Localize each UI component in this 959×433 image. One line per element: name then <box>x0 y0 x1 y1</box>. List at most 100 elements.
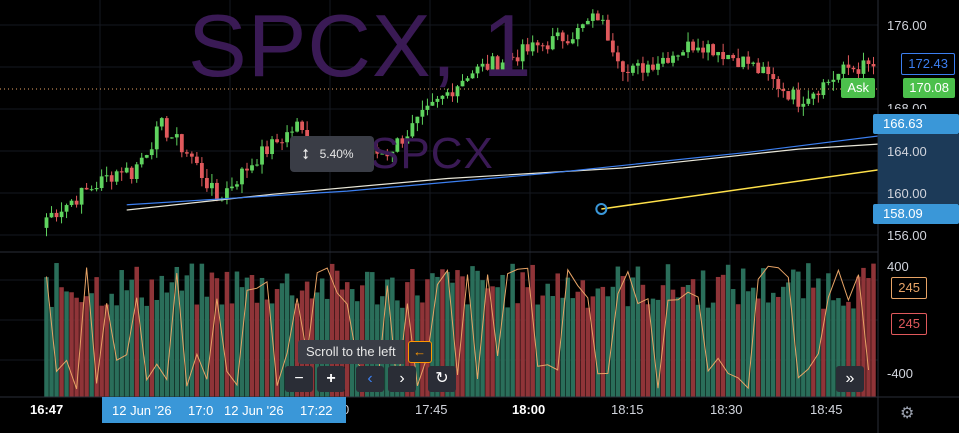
candle-up <box>530 42 535 52</box>
range-start-date: 12 Jun '26 <box>112 403 172 418</box>
volume-bar-up <box>560 297 566 397</box>
candle-up <box>706 44 711 53</box>
candle-down <box>54 212 59 218</box>
candle-down <box>701 47 705 53</box>
volume-bar-down <box>294 303 300 397</box>
volume-bar-down <box>74 297 79 397</box>
candle-up <box>671 55 675 63</box>
candle-down <box>515 57 520 62</box>
candle-down <box>204 177 209 189</box>
volume-bar-down <box>590 296 596 397</box>
volume-bar-up <box>475 270 480 397</box>
candle-up <box>430 101 435 106</box>
volume-bar-down <box>856 276 861 397</box>
volume-bar-up <box>730 289 736 397</box>
volume-bar-up <box>269 303 275 397</box>
volume-bar-up <box>605 296 611 397</box>
candle-up <box>761 66 766 74</box>
candle-down <box>525 44 530 52</box>
volume-bar-up <box>836 298 841 397</box>
candle-up <box>139 157 144 165</box>
volume-bar-up <box>385 279 390 397</box>
candle-down <box>300 121 305 130</box>
volume-bar-up <box>781 286 786 397</box>
volume-bar-down <box>104 304 109 397</box>
volume-bar-down <box>735 304 741 397</box>
volume-bar-up <box>184 275 190 397</box>
volume-bar-down <box>861 267 866 397</box>
candle-up <box>550 36 555 50</box>
candle-up <box>255 164 259 166</box>
ask-price-badge: 170.08 <box>903 78 955 98</box>
candle-up <box>59 211 64 218</box>
volume-bar-down <box>846 301 851 397</box>
volume-bar-down <box>821 308 826 397</box>
candle-down <box>535 42 540 46</box>
scroll-right-button[interactable]: › <box>388 366 416 392</box>
volume-bar-down <box>59 287 64 397</box>
volume-bar-up <box>745 291 751 397</box>
candle-down <box>771 74 776 80</box>
time-tick: 16:47 <box>30 402 64 417</box>
volume-bar-down <box>79 302 84 397</box>
volume-bar-up <box>199 263 205 397</box>
volume-bar-up <box>179 290 185 397</box>
scroll-to-realtime-button[interactable]: » <box>836 366 864 392</box>
candle-up <box>44 217 49 228</box>
volume-bar-down <box>304 281 310 397</box>
zoom-in-button[interactable]: + <box>317 366 345 392</box>
candle-down <box>194 156 199 164</box>
candle-up <box>240 168 244 185</box>
volume-bar-up <box>159 275 165 397</box>
reset-chart-button[interactable]: ↻ <box>428 366 456 392</box>
volume-bar-up <box>635 266 641 397</box>
volume-bar-up <box>710 302 716 397</box>
scroll-left-button[interactable]: ‹ <box>356 366 384 392</box>
volume-bar-down <box>555 273 560 397</box>
candle-up <box>741 56 746 68</box>
ma-slow-price-badge: 166.63 <box>873 114 959 134</box>
zoom-out-button[interactable]: − <box>285 366 313 392</box>
gear-icon[interactable]: ⚙ <box>900 405 915 422</box>
ma-slow-line <box>126 138 959 211</box>
volume-bar-up <box>565 277 571 397</box>
volume-bar-up <box>234 271 240 397</box>
volume-bar-down <box>334 270 340 397</box>
volume-bar-up <box>550 296 555 397</box>
time-range-selection: 12 Jun '26 17:0 12 Jun '26 17:22 <box>102 397 346 423</box>
volume-bar-down <box>525 287 530 397</box>
volume-bar-down <box>585 307 591 397</box>
volume-bar-down <box>620 276 626 397</box>
candle-up <box>826 81 831 83</box>
measure-value: 5.40% <box>319 147 354 161</box>
volume-bar-up <box>445 271 450 397</box>
candle-down <box>74 200 79 205</box>
volume-bar-down <box>214 278 220 397</box>
volume-bar-down <box>440 269 445 397</box>
candle-up <box>520 44 525 62</box>
volume-bar-down <box>640 284 646 397</box>
candle-up <box>250 165 254 171</box>
ma-fast-line <box>126 125 959 206</box>
volume-bar-up <box>630 277 636 397</box>
volume-bar-up <box>685 284 691 397</box>
candle-down <box>625 71 630 73</box>
volume-bar-down <box>460 276 465 397</box>
price-range-highlight <box>878 134 959 204</box>
candle-up <box>801 103 806 107</box>
price-tick: 164.00 <box>887 144 927 159</box>
volume-bar-down <box>530 264 535 397</box>
candle-up <box>831 79 836 82</box>
volume-bar-down <box>224 271 230 397</box>
volume-bar-down <box>540 295 545 397</box>
candle-down <box>540 45 545 47</box>
volume-bar-down <box>866 278 871 397</box>
volume-bar-up <box>189 263 195 397</box>
volume-bar-up <box>615 266 621 397</box>
candle-down <box>495 56 500 71</box>
volume-tick: -400 <box>887 366 914 381</box>
volume-bar-down <box>410 269 415 397</box>
volume-bar-down <box>645 304 651 397</box>
volume-bar-up <box>500 274 505 397</box>
